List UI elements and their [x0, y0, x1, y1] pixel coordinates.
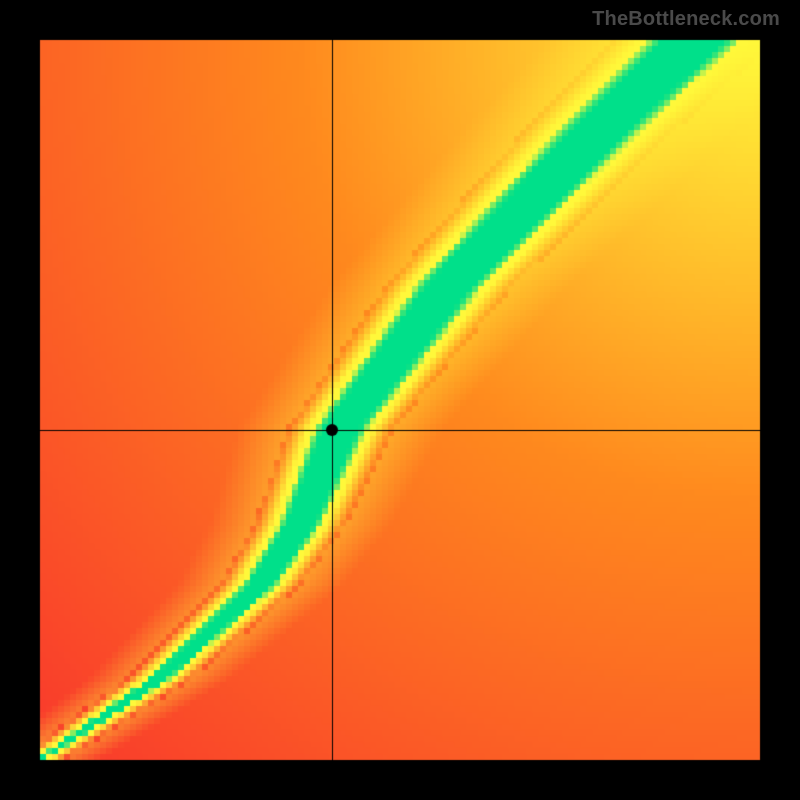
- bottleneck-heatmap-canvas: [0, 0, 800, 800]
- watermark-text: TheBottleneck.com: [592, 8, 780, 31]
- chart-container: TheBottleneck.com: [0, 0, 800, 800]
